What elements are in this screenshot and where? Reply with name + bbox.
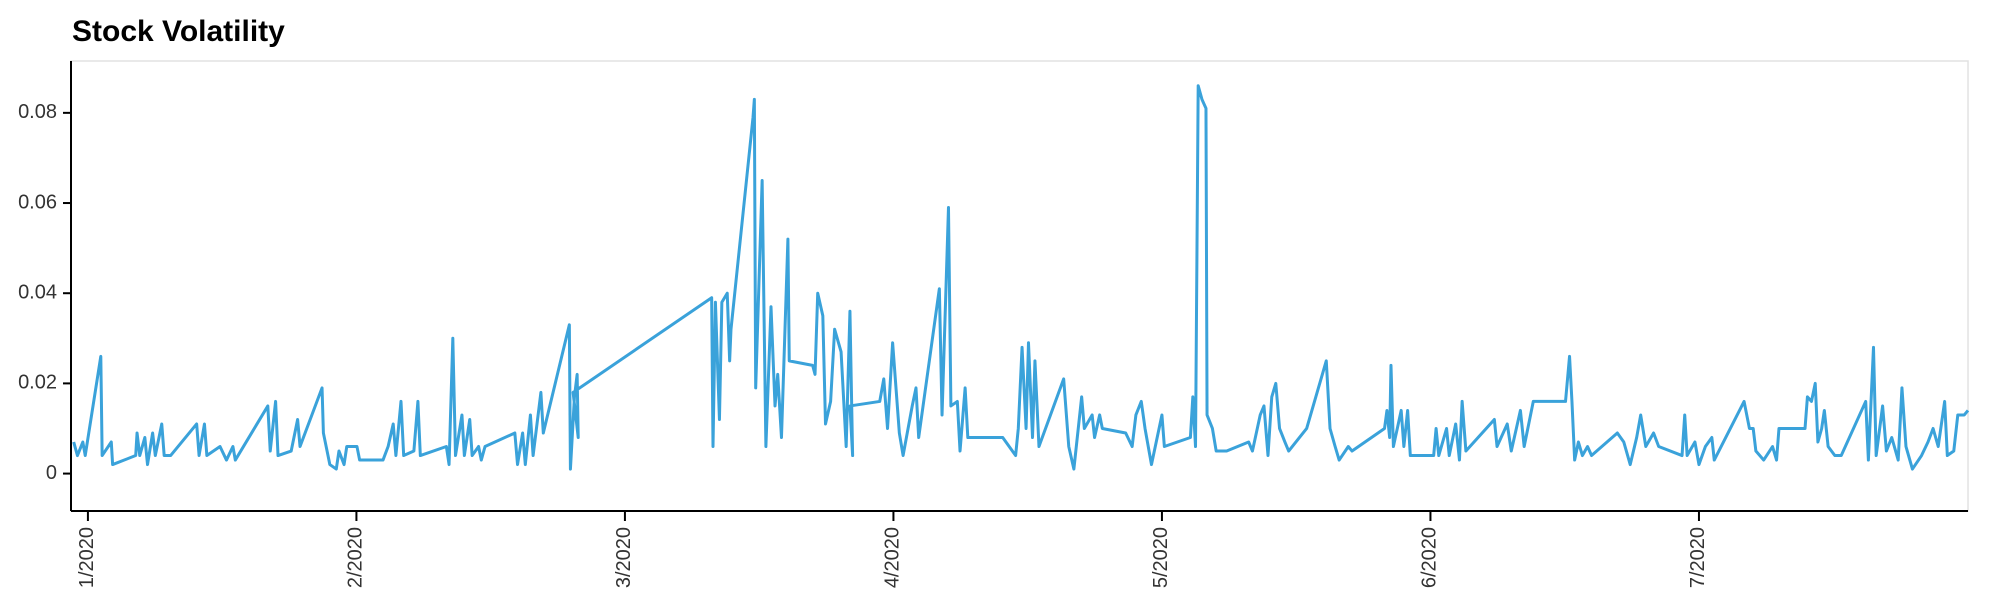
y-tick-label: 0 [46, 462, 57, 484]
x-tick-label: 2/2020 [345, 527, 367, 588]
chart-title: Stock Volatility [72, 15, 285, 48]
x-tick-label: 4/2020 [882, 527, 904, 588]
y-tick-label: 0.06 [18, 191, 57, 213]
x-tick-label: 5/2020 [1150, 527, 1172, 588]
y-tick-label: 0.04 [18, 281, 57, 303]
y-tick-label: 0.02 [18, 372, 57, 394]
x-tick-label: 3/2020 [613, 527, 635, 588]
x-tick-label: 1/2020 [76, 527, 98, 588]
line [72, 84, 1970, 471]
y-tick-label: 0.08 [18, 101, 57, 123]
x-tick-label: 7/2020 [1687, 527, 1709, 588]
x-tick-label: 6/2020 [1419, 527, 1441, 588]
